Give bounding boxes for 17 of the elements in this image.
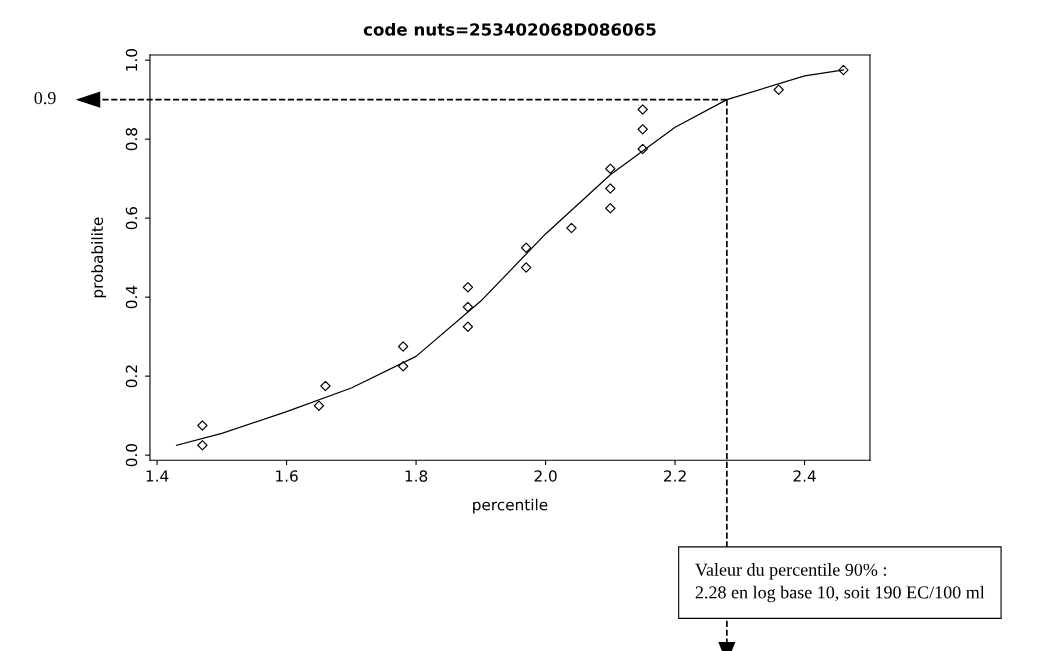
x-tick-label: 1.8 — [405, 470, 428, 482]
y-tick-label: 0.8 — [125, 128, 138, 151]
x-tick-label: 2.4 — [793, 470, 816, 482]
text: Valeur du percentile 90% : 2.28 en log base 10, soit 190 EC/100 ml — [695, 563, 985, 603]
chart-title: code nuts=253402068D086065 — [363, 22, 656, 36]
y-axis-title: probabilite — [91, 217, 106, 298]
x-axis-title: percentile — [473, 498, 548, 514]
y-tick-label: 0.6 — [125, 206, 138, 230]
x-tick-label: 2.2 — [664, 470, 686, 482]
x-tick-label: 2.0 — [534, 470, 557, 482]
y-tick-label: 0.2 — [125, 365, 138, 388]
ref-line-label: 0.9 — [34, 91, 56, 105]
y-tick-label: 0.0 — [125, 443, 138, 467]
x-tick-label: 1.6 — [276, 470, 298, 482]
x-tick-label: 1.4 — [146, 470, 169, 482]
y-tick-label: 0.4 — [125, 285, 138, 309]
y-tick-label: 1.0 — [125, 49, 138, 71]
